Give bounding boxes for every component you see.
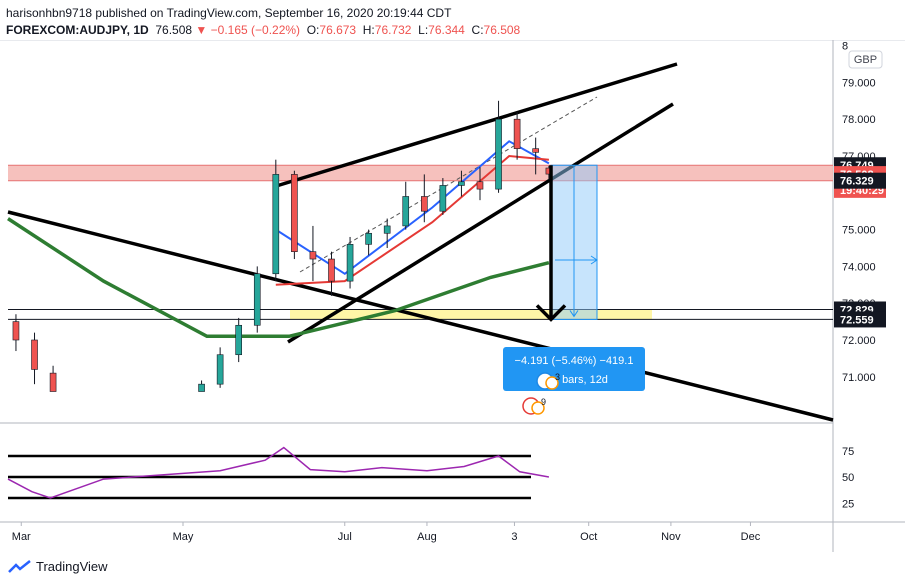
candle-body [402,196,410,227]
currency-badge-label: GBP [854,54,877,66]
trend-drawings[interactable] [7,62,834,422]
slow-moving-average [275,154,549,286]
price-tick-label: 78.000 [842,114,876,126]
axes: 879.00078.00077.00075.00074.00073.00072.… [12,41,886,543]
candle-body [421,196,428,212]
target-arrow-icon [535,304,567,322]
price-tick-label: 71.000 [842,372,876,384]
descending-trend-line[interactable] [7,210,834,422]
close-value: 76.508 [483,23,521,37]
high-value: 76.732 [374,23,412,37]
price-tick-label: 8 [842,41,848,53]
time-tick-label: Dec [741,531,761,543]
moving-averages [7,140,550,339]
dividend-badge-ring-icon [531,401,545,415]
candle-body [495,118,502,190]
resistance-zone[interactable] [8,165,833,181]
candle-body [532,148,539,153]
last-price: 76.508 [155,23,193,37]
high-label: H: [362,23,375,37]
earnings-badge-count: 3 [555,372,560,382]
wedge-upper-line[interactable] [272,62,678,189]
price-tick-label: 74.000 [842,261,876,273]
candlestick-series [12,100,553,392]
candle-body [216,354,224,385]
candle-body [49,372,57,392]
rsi-tick-label: 25 [842,498,854,510]
candle-body [12,321,20,341]
price-marker-label: 72.559 [840,314,874,326]
fast-moving-average [275,140,550,276]
support-zone[interactable] [290,309,652,320]
time-tick-label: Mar [12,531,31,543]
symbol-ohlc-line: FOREXCOM:AUDJPY, 1D 76.508 ▼ −0.165 (−0.… [6,23,520,37]
candle-body [346,244,354,282]
projection-dashed-line [299,96,598,273]
candle-body [476,181,484,190]
candle-body [458,181,465,186]
dividend-badge-count: 9 [541,397,546,407]
candle-body [365,232,372,245]
price-change: −0.165 (−0.22%) [210,23,301,37]
time-tick-label: Jul [338,531,352,543]
brand-name: TradingView [36,559,108,574]
rsi-pane [7,446,550,500]
open-value: 76.673 [319,23,357,37]
symbol-label[interactable]: FOREXCOM:AUDJPY, 1D [6,23,149,37]
publisher-line: harisonhbn9718 published on TradingView.… [6,6,452,20]
price-marker-label: 76.329 [840,176,874,188]
rsi-tick-label: 75 [842,446,854,458]
candle-body [513,118,521,149]
candle-body [383,225,391,234]
candle-body [31,339,38,370]
measure-arrow-head [569,310,579,318]
highlight-zones [8,164,833,320]
measure-horizontal-arrow-head [590,255,598,265]
low-value: 76.344 [428,23,465,37]
open-label: O: [306,23,320,37]
candle-body [291,174,298,252]
earnings-badge-ring-icon [545,376,559,390]
measure-label-duration: bars, 12d [562,374,608,386]
tradingview-brand[interactable]: TradingView [8,559,108,574]
price-tick-label: 75.000 [842,225,876,237]
currency-badge[interactable] [848,50,883,69]
candle-body [439,185,447,212]
low-label: L: [418,23,429,37]
price-marker-box [834,311,886,328]
down-arrow-icon: ▼ [195,23,208,37]
time-tick-label: Oct [580,531,597,543]
candle-body [272,174,280,275]
long-moving-average [7,217,550,339]
price-marker-box [834,172,886,189]
candle-body [235,324,242,356]
candle-body [198,383,205,392]
time-tick-label: Aug [417,531,437,543]
wedge-lower-line[interactable] [287,102,674,344]
time-tick-label: 3 [511,531,517,543]
time-tick-label: May [173,531,194,543]
close-label: C: [471,23,484,37]
price-tick-label: 72.000 [842,335,876,347]
candle-body [253,273,261,326]
measure-label-change: −4.191 (−5.46%) −419.1 [515,355,634,367]
time-tick-label: Nov [661,531,681,543]
candle-body [328,258,335,282]
rsi-line [7,446,550,499]
price-tick-label: 79.000 [842,77,876,89]
candle-body [309,251,317,260]
tradingview-logo-icon [8,559,31,573]
rsi-tick-label: 50 [842,472,854,484]
